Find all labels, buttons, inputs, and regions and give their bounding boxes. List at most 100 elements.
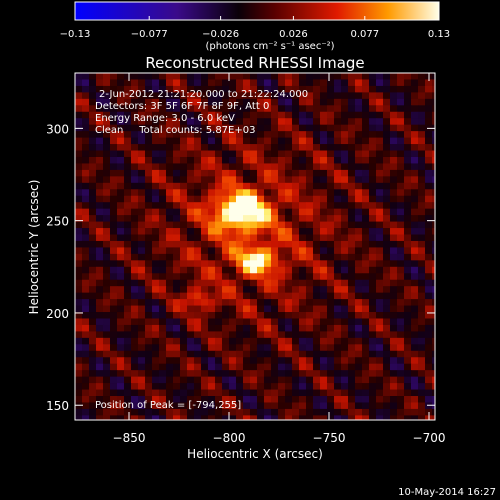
heatmap-cell — [355, 337, 363, 345]
heatmap-cell — [264, 337, 272, 345]
heatmap-cell — [348, 221, 356, 229]
heatmap-cell — [103, 85, 111, 93]
heatmap-cell — [138, 163, 146, 171]
heatmap-cell — [278, 124, 286, 132]
heatmap-cell — [397, 305, 405, 313]
heatmap-cell — [362, 150, 370, 158]
heatmap-cell — [320, 105, 328, 113]
heatmap-cell — [236, 370, 244, 378]
heatmap-cell — [180, 422, 187, 429]
heatmap-cell — [390, 292, 398, 300]
heatmap-cell — [292, 312, 300, 319]
heatmap-cell — [82, 73, 90, 80]
heatmap-cell — [124, 189, 132, 197]
heatmap-cell — [376, 292, 384, 300]
heatmap-cell — [152, 389, 160, 397]
heatmap-cell — [152, 324, 160, 332]
heatmap-cell — [110, 208, 118, 216]
heatmap-cell — [243, 266, 251, 274]
heatmap-cell — [131, 195, 139, 203]
heatmap-cell — [369, 337, 377, 345]
heatmap-cell — [201, 370, 209, 378]
heatmap-cell — [194, 189, 202, 197]
heatmap-cell — [299, 182, 307, 190]
heatmap-cell — [250, 383, 258, 390]
heatmap-cell — [173, 169, 181, 177]
heatmap-cell — [299, 118, 307, 126]
heatmap-cell — [138, 92, 146, 100]
heatmap-cell — [222, 137, 230, 145]
heatmap-cell — [145, 299, 153, 306]
heatmap-cell — [89, 195, 97, 203]
heatmap-cell — [82, 131, 90, 138]
heatmap-cell — [215, 331, 223, 339]
heatmap-cell — [264, 383, 272, 390]
heatmap-cell — [425, 247, 433, 255]
heatmap-cell — [432, 247, 435, 255]
heatmap-cell — [418, 279, 426, 287]
heatmap-cell — [96, 79, 104, 87]
heatmap-cell — [229, 92, 237, 100]
heatmap-cell — [215, 305, 223, 313]
heatmap-cell — [222, 286, 230, 294]
heatmap-cell — [180, 195, 188, 203]
heatmap-cell — [243, 118, 251, 126]
heatmap-cell — [320, 279, 328, 287]
heatmap-cell — [82, 79, 90, 87]
heatmap-cell — [208, 383, 216, 390]
heatmap-cell — [418, 79, 426, 87]
heatmap-cell — [306, 105, 314, 113]
heatmap-cell — [404, 337, 412, 345]
heatmap-cell — [348, 292, 356, 300]
heatmap-cell — [313, 286, 321, 294]
heatmap-cell — [285, 105, 293, 113]
heatmap-cell — [229, 118, 237, 126]
heatmap-cell — [306, 370, 314, 378]
heatmap-cell — [194, 169, 202, 177]
heatmap-cell — [362, 266, 370, 274]
heatmap-cell — [320, 73, 328, 80]
heatmap-cell — [215, 208, 223, 216]
heatmap-cell — [117, 324, 125, 332]
heatmap-cell — [362, 169, 370, 177]
heatmap-cell — [222, 124, 230, 132]
heatmap-cell — [404, 357, 412, 365]
heatmap-cell — [439, 176, 446, 183]
heatmap-cell — [173, 131, 181, 138]
heatmap-cell — [313, 279, 321, 287]
heatmap-cell — [257, 240, 265, 248]
heatmap-cell — [404, 279, 412, 287]
heatmap-cell — [89, 208, 97, 216]
heatmap-cell — [362, 279, 370, 287]
heatmap-cell — [320, 240, 328, 248]
heatmap-cell — [194, 312, 202, 319]
heatmap-cell — [201, 305, 209, 313]
heatmap-cell — [173, 85, 181, 93]
heatmap-cell — [138, 402, 146, 410]
colorbar-tick-label: −0.13 — [60, 29, 91, 40]
heatmap-cell — [236, 221, 244, 229]
heatmap-cell — [243, 144, 251, 151]
heatmap-cell — [278, 376, 286, 384]
heatmap-cell — [369, 150, 377, 158]
heatmap-cell — [194, 383, 202, 390]
heatmap-cell — [320, 312, 328, 319]
heatmap-cell — [138, 247, 146, 255]
heatmap-cell — [117, 415, 125, 420]
heatmap-cell — [159, 163, 167, 171]
heatmap-cell — [292, 234, 300, 242]
heatmap-cell — [145, 169, 153, 177]
heatmap-cell — [131, 234, 139, 242]
heatmap-cell — [89, 408, 97, 416]
heatmap-cell — [131, 182, 139, 190]
heatmap-cell — [138, 182, 146, 190]
heatmap-cell — [362, 221, 370, 229]
heatmap-cell — [432, 176, 435, 184]
heatmap-cell — [411, 260, 419, 268]
heatmap-cell — [355, 286, 363, 294]
heatmap-cell — [117, 344, 125, 352]
heatmap-cell — [110, 234, 118, 242]
heatmap-cell — [320, 98, 328, 106]
heatmap-cell — [208, 415, 216, 420]
heatmap-cell — [75, 286, 83, 294]
